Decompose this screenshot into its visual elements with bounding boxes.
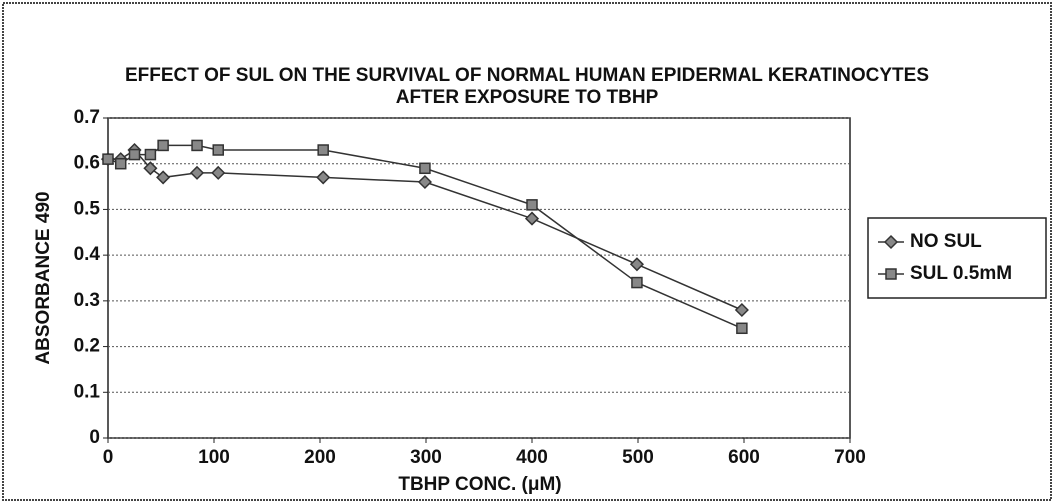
legend-marker bbox=[885, 268, 897, 280]
x-tick-label: 500 bbox=[622, 447, 654, 468]
marker bbox=[143, 161, 158, 176]
x-tick-label: 200 bbox=[304, 447, 336, 468]
marker bbox=[156, 170, 171, 185]
marker bbox=[102, 153, 114, 165]
marker bbox=[526, 199, 538, 211]
marker bbox=[524, 211, 540, 226]
marker bbox=[191, 139, 203, 152]
marker bbox=[734, 302, 749, 318]
y-tick-label: 0.2 bbox=[74, 336, 100, 357]
marker bbox=[629, 257, 645, 272]
marker bbox=[211, 165, 226, 180]
y-tick-label: 0.4 bbox=[74, 244, 101, 265]
marker bbox=[212, 144, 224, 156]
x-tick-label: 100 bbox=[198, 447, 230, 468]
legend-label: SUL 0.5mM bbox=[910, 263, 1012, 284]
marker bbox=[316, 170, 331, 185]
marker bbox=[631, 276, 643, 289]
y-tick-label: 0.7 bbox=[74, 107, 100, 128]
y-axis-label: ABSORBANCE 490 bbox=[33, 191, 54, 364]
x-tick-label: 0 bbox=[103, 447, 114, 468]
y-tick-label: 0 bbox=[89, 427, 100, 448]
marker bbox=[157, 139, 169, 152]
marker bbox=[114, 157, 127, 170]
legend-box bbox=[867, 217, 1047, 299]
chart-title: EFFECT OF SUL ON THE SURVIVAL OF NORMAL … bbox=[125, 65, 929, 86]
marker bbox=[417, 174, 433, 190]
marker bbox=[736, 322, 748, 335]
marker bbox=[317, 144, 329, 156]
y-tick-label: 0.3 bbox=[74, 290, 100, 311]
legend-marker bbox=[883, 234, 899, 250]
x-axis-label: TBHP CONC. (μM) bbox=[398, 474, 561, 495]
marker bbox=[419, 162, 431, 175]
marker bbox=[128, 148, 141, 161]
y-tick-label: 0.6 bbox=[74, 153, 100, 174]
x-tick-label: 600 bbox=[728, 447, 760, 468]
marker bbox=[144, 148, 157, 161]
x-tick-label: 700 bbox=[834, 447, 866, 468]
x-tick-label: 300 bbox=[410, 447, 442, 468]
chart-title: AFTER EXPOSURE TO TBHP bbox=[396, 87, 659, 108]
legend-label: NO SUL bbox=[910, 231, 982, 252]
marker bbox=[189, 165, 205, 180]
y-tick-label: 0.1 bbox=[74, 381, 101, 402]
plot-area bbox=[107, 117, 851, 439]
y-tick-label: 0.5 bbox=[74, 198, 101, 219]
x-tick-label: 400 bbox=[516, 447, 548, 468]
